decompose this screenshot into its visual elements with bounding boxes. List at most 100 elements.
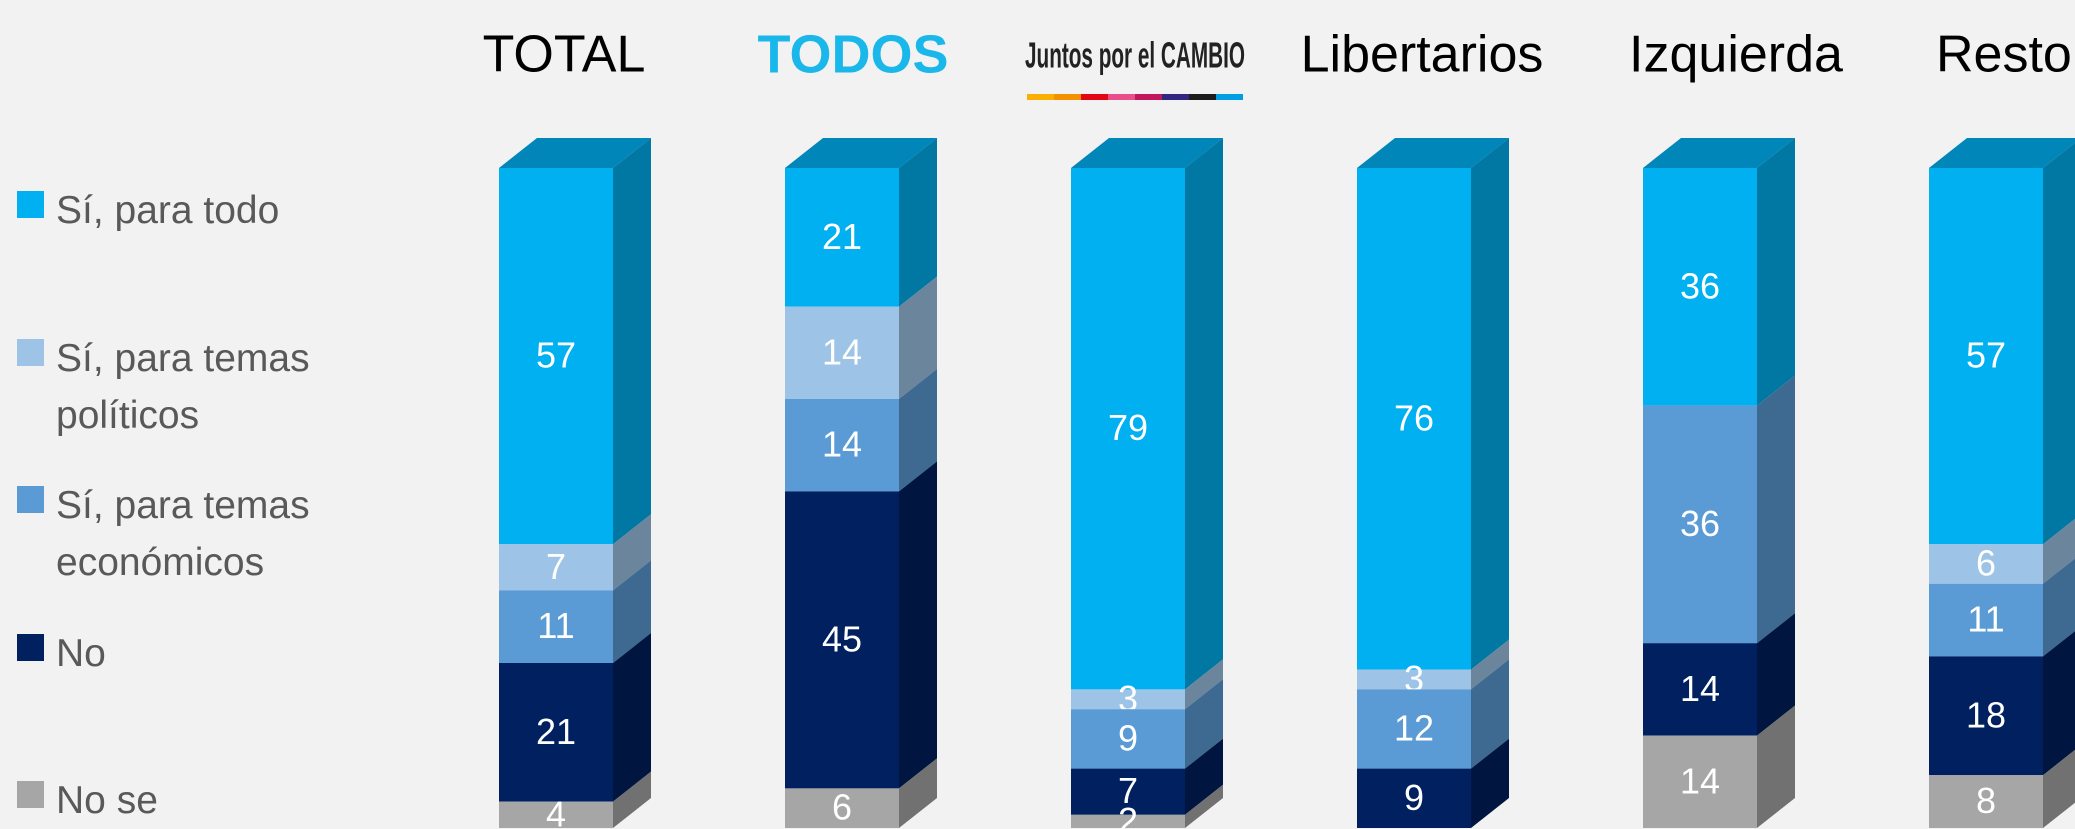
bar-top	[1357, 138, 1509, 168]
legend-swatch	[17, 339, 44, 366]
bar-segment	[1357, 689, 1471, 769]
bar-segment	[1643, 643, 1757, 736]
data-label: 2	[1118, 800, 1138, 829]
data-label: 6	[1976, 543, 1996, 584]
bar-segment	[1357, 768, 1471, 828]
bar-side	[1185, 659, 1223, 710]
data-label: 9	[1404, 777, 1424, 818]
bar-segment	[1643, 168, 1757, 406]
legend-label: Sí, para temas económicos	[56, 484, 310, 584]
bar-side	[2043, 518, 2075, 584]
data-label: 57	[1966, 335, 2006, 376]
bar-side	[899, 461, 937, 789]
legend-item: Sí, para temas políticos	[17, 330, 356, 444]
data-label: 14	[822, 331, 862, 372]
bar-side	[1471, 659, 1509, 769]
data-label: 14	[1680, 760, 1720, 801]
bar-side	[1185, 679, 1223, 769]
bar-segment	[785, 788, 899, 828]
bar-segment	[1357, 168, 1471, 670]
data-label: 76	[1394, 397, 1434, 438]
bar-side	[2043, 631, 2075, 776]
bar-segment	[1929, 656, 2043, 776]
data-label: 79	[1108, 407, 1148, 448]
logo-stripe	[1054, 94, 1081, 100]
bar-segment	[785, 306, 899, 399]
data-label: 9	[1118, 717, 1138, 758]
data-label: 14	[822, 424, 862, 465]
legend-swatch	[17, 191, 44, 218]
data-label: 7	[546, 546, 566, 587]
data-label: 3	[1404, 658, 1424, 699]
bar-side	[899, 276, 937, 399]
bar-side	[613, 771, 651, 828]
bar-side	[1471, 738, 1509, 828]
bar-segment	[1071, 768, 1185, 815]
bar-segment	[499, 168, 613, 545]
bar-segment	[499, 544, 613, 591]
legend-item: Sí, para temas económicos	[17, 477, 356, 591]
bar-segment	[499, 801, 613, 828]
bar-segment	[1071, 168, 1185, 690]
bar-side	[1757, 138, 1795, 406]
bar-segment	[1929, 583, 2043, 657]
data-label: 36	[1680, 265, 1720, 306]
bar-side	[613, 138, 651, 545]
bar-segment	[1643, 735, 1757, 828]
legend-item: No se	[17, 772, 356, 829]
bar-side	[613, 633, 651, 802]
bar-segment	[1929, 775, 2043, 828]
data-label: 12	[1394, 708, 1434, 749]
data-label: 8	[1976, 780, 1996, 821]
bar-side	[1185, 738, 1223, 815]
bar-segment	[499, 590, 613, 663]
bar-top	[1643, 138, 1795, 168]
logo-stripe	[1027, 94, 1054, 100]
legend-swatch	[17, 781, 44, 808]
logo-stripe	[1081, 94, 1108, 100]
bar-side	[899, 138, 937, 307]
bar-top	[499, 138, 651, 168]
bar-segment	[1929, 168, 2043, 545]
logo-stripe	[1216, 94, 1243, 100]
logo-stripe	[1108, 94, 1135, 100]
legend-item: No	[17, 625, 356, 682]
data-label: 11	[537, 605, 574, 646]
bar-side	[1757, 375, 1795, 644]
logo-stripe	[1189, 94, 1216, 100]
bar-segment	[499, 663, 613, 802]
legend-swatch	[17, 634, 44, 661]
legend-label: Sí, para temas políticos	[56, 337, 310, 437]
logo-stripe	[1135, 94, 1162, 100]
legend-label: No	[56, 632, 106, 675]
bar-segment	[1071, 814, 1185, 828]
bar-side	[899, 758, 937, 828]
legend-label: No se	[56, 779, 158, 822]
data-label: 21	[822, 216, 862, 257]
data-label: 36	[1680, 503, 1720, 544]
data-label: 4	[546, 793, 566, 829]
bar-side	[2043, 749, 2075, 828]
bar-side	[2043, 558, 2075, 657]
legend-item: Sí, para todo	[17, 182, 356, 239]
bar-segment	[1071, 709, 1185, 769]
bar-side	[613, 560, 651, 663]
bar-segment	[785, 399, 899, 492]
logo-stripe	[1162, 94, 1189, 100]
bar-side	[1471, 138, 1509, 670]
category-label: TOTAL	[483, 26, 646, 84]
bar-side	[1471, 639, 1509, 690]
bar-segment	[1071, 689, 1185, 710]
data-label: 21	[536, 711, 576, 752]
bar-segment	[785, 491, 899, 789]
bar-top	[1071, 138, 1223, 168]
data-label: 14	[1680, 668, 1720, 709]
data-label: 7	[1118, 770, 1138, 811]
bar-segment	[1929, 544, 2043, 584]
bar-side	[1757, 613, 1795, 736]
bar-segment	[1357, 669, 1471, 690]
category-label: Izquierda	[1629, 26, 1843, 84]
bar-side	[1757, 705, 1795, 828]
